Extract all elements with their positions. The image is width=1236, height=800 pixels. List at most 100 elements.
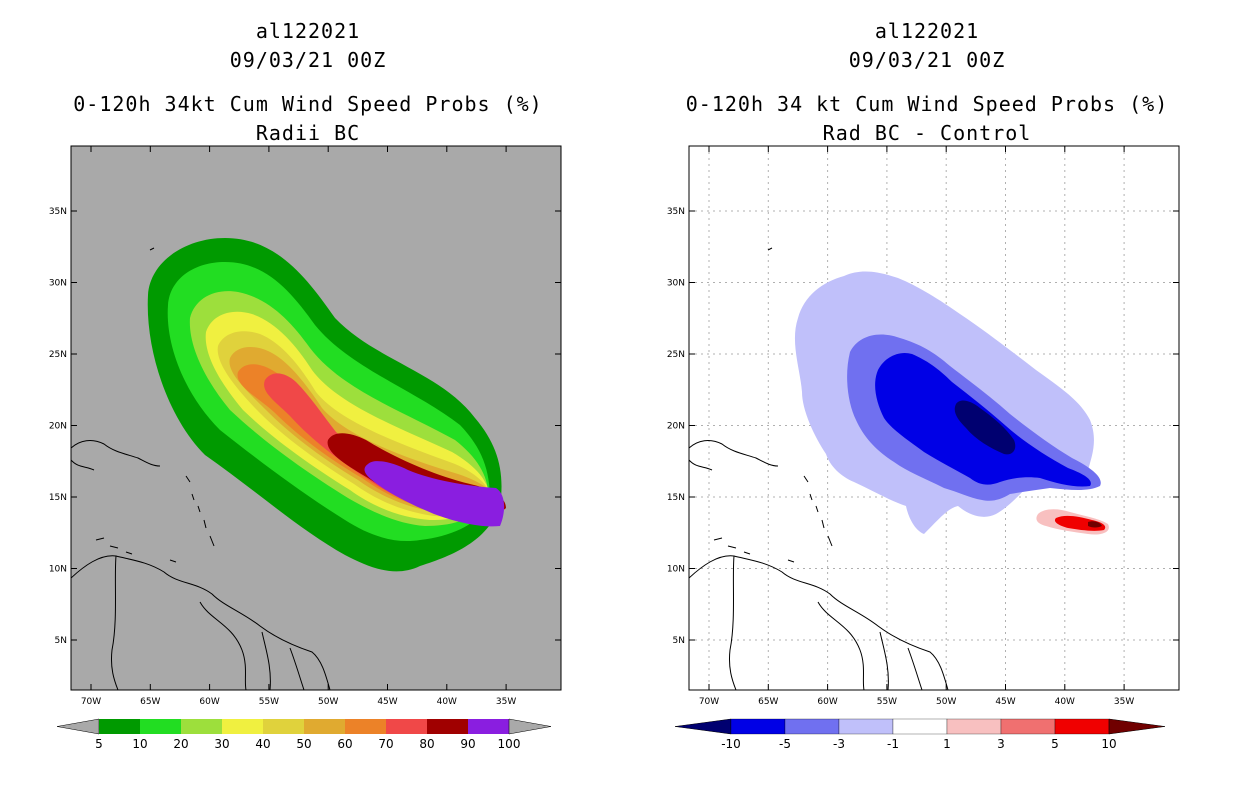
colorbar-label: 100: [498, 737, 521, 751]
colorbar-label: 20: [173, 737, 188, 751]
left-probability-field: [147, 238, 506, 572]
colorbar-swatch: [222, 719, 263, 734]
colorbar-swatch: [181, 719, 222, 734]
greater-antilles-coast: [689, 459, 713, 471]
suriname-border: [879, 631, 889, 690]
left-title: 0-120h 34kt Cum Wind Speed Probs (%): [73, 92, 543, 116]
right-datetime: 09/03/21 00Z: [848, 48, 1006, 72]
colorbar-label: -10: [721, 737, 741, 751]
colorbar-label: 60: [337, 737, 352, 751]
colorbar-label: 10: [1101, 737, 1116, 751]
colorbar-low-triangle: [56, 718, 100, 735]
right-map-frame: [688, 145, 1180, 691]
lat-label: 5N: [55, 636, 67, 646]
colorbar-label: 30: [214, 737, 229, 751]
right-coastlines: [689, 247, 949, 690]
colorbar-label: 5: [95, 737, 103, 751]
orinoco-border: [111, 555, 119, 690]
lon-label: 60W: [817, 697, 837, 707]
lon-label: 40W: [1055, 697, 1075, 707]
lat-label: 30N: [49, 279, 67, 289]
lon-label: 65W: [140, 697, 160, 707]
lon-label: 70W: [699, 697, 719, 707]
colorbar-swatch: [892, 718, 948, 735]
lon-label: 35W: [1114, 697, 1134, 707]
suriname-border: [261, 631, 271, 690]
right-storm-id: al122021: [874, 19, 980, 43]
caribbean-islands: [95, 537, 177, 563]
colorbar-label: 1: [943, 737, 951, 751]
colorbar-high-triangle: [1108, 718, 1166, 735]
left-subtitle: Radii BC: [255, 121, 361, 145]
left-datetime: 09/03/21 00Z: [229, 48, 387, 72]
greater-antilles-coast: [71, 459, 95, 471]
colorbar-swatch: [99, 719, 140, 734]
colorbar-swatch: [730, 718, 786, 735]
colorbar-label: 10: [132, 737, 147, 751]
colorbar-swatch: [304, 719, 345, 734]
lat-label: 15N: [49, 493, 67, 503]
left-coastlines: [71, 247, 331, 690]
colorbar-swatch: [1054, 718, 1110, 735]
lat-label: 20N: [667, 422, 685, 432]
lat-label: 5N: [673, 636, 685, 646]
lon-label: 35W: [496, 697, 516, 707]
colorbar-label: 80: [419, 737, 434, 751]
colorbar-swatch: [345, 719, 386, 734]
colorbar-swatch: [140, 719, 181, 734]
right-colorbar: -10 -5 -3 -1 1 3 5 10: [674, 718, 1166, 751]
lon-label: 50W: [318, 697, 338, 707]
guyana-border: [199, 601, 247, 690]
orinoco-border: [729, 555, 737, 690]
colorbar-high-triangle: [508, 718, 552, 735]
left-lat-ticks: 35N 30N 25N 20N 15N 10N 5N: [49, 207, 561, 646]
right-map-panel: 70W 65W 60W 55W 50W 45W 40W 35W 35N 30N 25N 20N 1 5N…: [667, 145, 1180, 751]
lon-label: 65W: [758, 697, 778, 707]
caribbean-islands: [713, 537, 795, 563]
colorbar-label: -1: [887, 737, 899, 751]
right-title: 0-120h 34 kt Cum Wind Speed Probs (%): [685, 92, 1169, 116]
left-map-panel: 70W 65W 60W 55W 50W 45W 40W 35W 35N 30N 25N 20N 15N…: [49, 145, 562, 751]
colorbar-swatch: [263, 719, 304, 734]
colorbar-swatch: [946, 718, 1002, 735]
lon-label: 40W: [437, 697, 457, 707]
colorbar-label: 50: [296, 737, 311, 751]
bermuda-coastline: [767, 247, 773, 251]
colorbar-swatch: [838, 718, 894, 735]
lon-label: 70W: [81, 697, 101, 707]
colorbar-label: -5: [779, 737, 791, 751]
hispaniola-coastline: [71, 440, 161, 467]
colorbar-swatch: [386, 719, 427, 734]
lon-label: 55W: [877, 697, 897, 707]
right-difference-field: [794, 271, 1109, 535]
left-map-frame: [70, 145, 562, 691]
lat-label: 35N: [49, 207, 67, 217]
lat-label: 25N: [49, 350, 67, 360]
colorbar-swatch: [784, 718, 840, 735]
guyana-border: [817, 601, 865, 690]
lon-label: 55W: [259, 697, 279, 707]
colorbar-label: 40: [255, 737, 270, 751]
prob-contour-90: [364, 461, 505, 527]
lat-label: 10N: [667, 565, 685, 575]
lon-label: 45W: [995, 697, 1015, 707]
lat-label: 10N: [49, 565, 67, 575]
french-guiana-border: [289, 647, 305, 690]
lon-label: 50W: [936, 697, 956, 707]
colorbar-label: 3: [997, 737, 1005, 751]
left-storm-id: al122021: [255, 19, 361, 43]
lat-label: 25N: [667, 350, 685, 360]
colorbar-label: 70: [378, 737, 393, 751]
left-lon-ticks: 70W 65W 60W 55W 50W 45W 40W 35W: [81, 146, 516, 707]
diff-contour-navy: [954, 400, 1016, 455]
lon-label: 45W: [377, 697, 397, 707]
lat-label: 20N: [49, 422, 67, 432]
lesser-antilles-islands: [185, 475, 215, 547]
lat-label: 35N: [667, 207, 685, 217]
left-colorbar: 5 10 20 30 40 50 60 70 80 90 100: [56, 718, 552, 751]
right-lon-ticks: 70W 65W 60W 55W 50W 45W 40W 35W: [699, 146, 1134, 707]
right-lat-ticks: 35N 30N 25N 20N 15N 10N 5N: [667, 207, 1179, 646]
colorbar-label: 90: [460, 737, 475, 751]
right-subtitle: Rad BC - Control: [822, 121, 1032, 145]
lat-label: 30N: [667, 279, 685, 289]
